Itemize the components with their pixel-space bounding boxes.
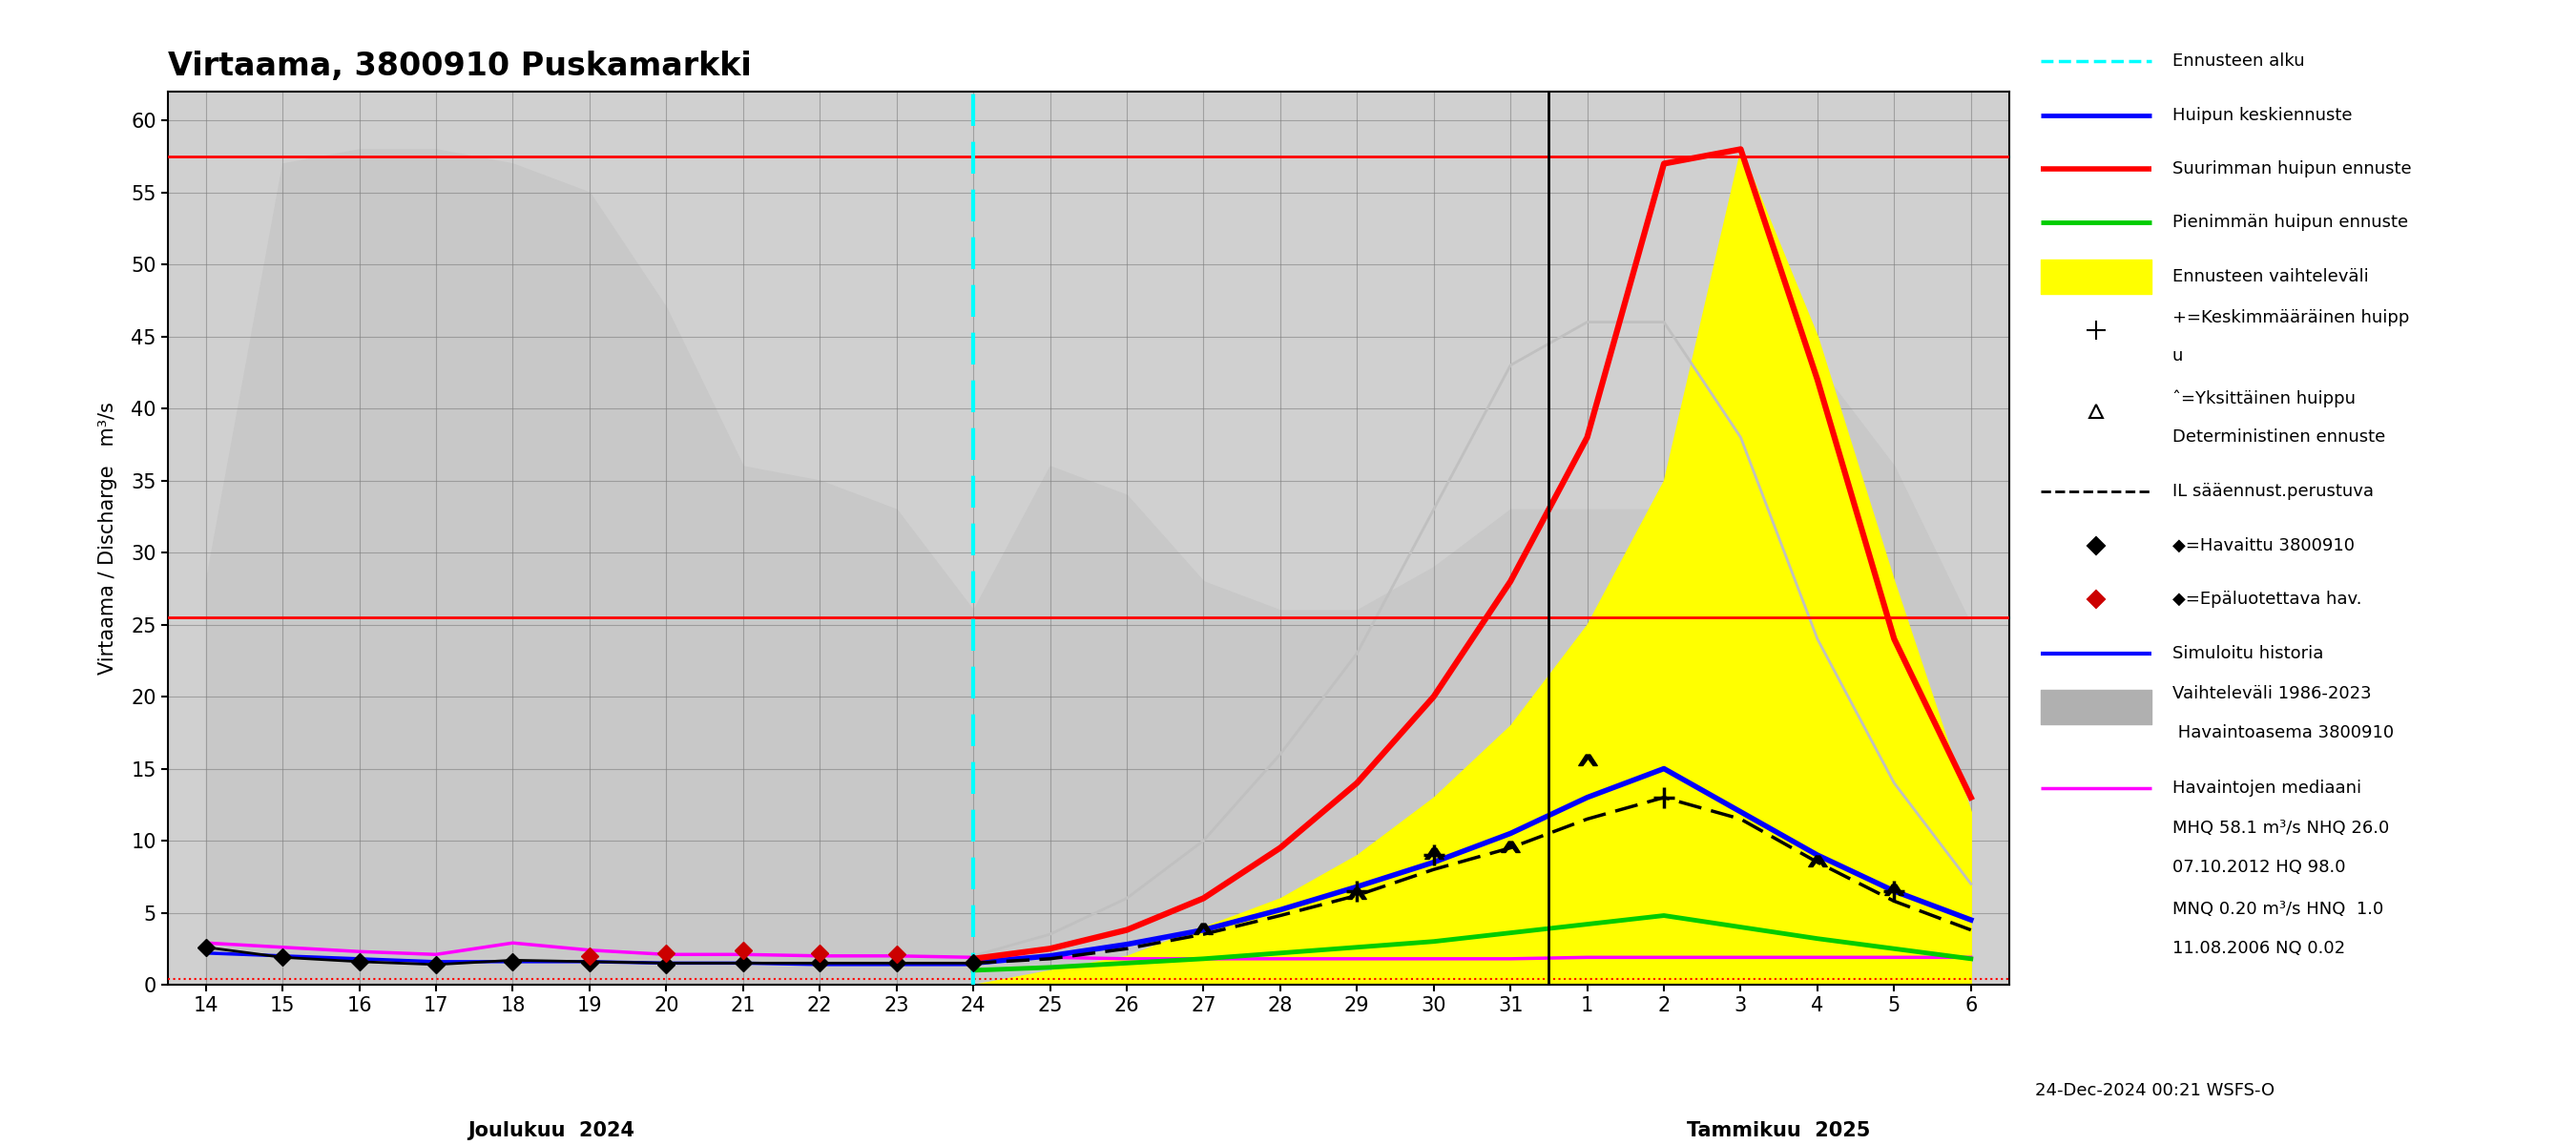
Text: Ennusteen alku: Ennusteen alku (2172, 53, 2306, 70)
Text: Tammikuu  2025: Tammikuu 2025 (1687, 1122, 1870, 1140)
Text: ◆=Havaittu 3800910: ◆=Havaittu 3800910 (2172, 537, 2354, 554)
Text: MNQ 0.20 m³/s HNQ  1.0: MNQ 0.20 m³/s HNQ 1.0 (2172, 901, 2383, 918)
Y-axis label: Virtaama / Discharge   m³/s: Virtaama / Discharge m³/s (98, 402, 118, 674)
Text: Deterministinen ennuste: Deterministinen ennuste (2172, 428, 2385, 445)
Text: Pienimmän huipun ennuste: Pienimmän huipun ennuste (2172, 214, 2409, 231)
Text: Vaihteleväli 1986-2023: Vaihteleväli 1986-2023 (2172, 686, 2372, 703)
Text: Havaintoasema 3800910: Havaintoasema 3800910 (2172, 725, 2393, 742)
Text: Simuloitu historia: Simuloitu historia (2172, 645, 2324, 662)
Text: Huipun keskiennuste: Huipun keskiennuste (2172, 106, 2352, 124)
Text: Suurimman huipun ennuste: Suurimman huipun ennuste (2172, 160, 2411, 177)
Text: MHQ 58.1 m³/s NHQ 26.0: MHQ 58.1 m³/s NHQ 26.0 (2172, 820, 2388, 837)
Text: u: u (2172, 348, 2184, 365)
Text: Havaintojen mediaani: Havaintojen mediaani (2172, 780, 2362, 797)
Text: Ennusteen vaihteleväli: Ennusteen vaihteleväli (2172, 268, 2370, 285)
Text: 24-Dec-2024 00:21 WSFS-O: 24-Dec-2024 00:21 WSFS-O (2035, 1082, 2275, 1099)
Text: 11.08.2006 NQ 0.02: 11.08.2006 NQ 0.02 (2172, 940, 2344, 957)
Text: +=Keskimmääräinen huipp: +=Keskimmääräinen huipp (2172, 309, 2409, 326)
Text: ◆=Epäluotettava hav.: ◆=Epäluotettava hav. (2172, 591, 2362, 608)
Text: Virtaama, 3800910 Puskamarkki: Virtaama, 3800910 Puskamarkki (167, 50, 752, 82)
Text: IL sääennust.perustuva: IL sääennust.perustuva (2172, 483, 2372, 500)
Text: Joulukuu  2024: Joulukuu 2024 (469, 1122, 634, 1140)
Text: ˆ=Yksittäinen huippu: ˆ=Yksittäinen huippu (2172, 389, 2354, 406)
Text: 07.10.2012 HQ 98.0: 07.10.2012 HQ 98.0 (2172, 859, 2347, 876)
